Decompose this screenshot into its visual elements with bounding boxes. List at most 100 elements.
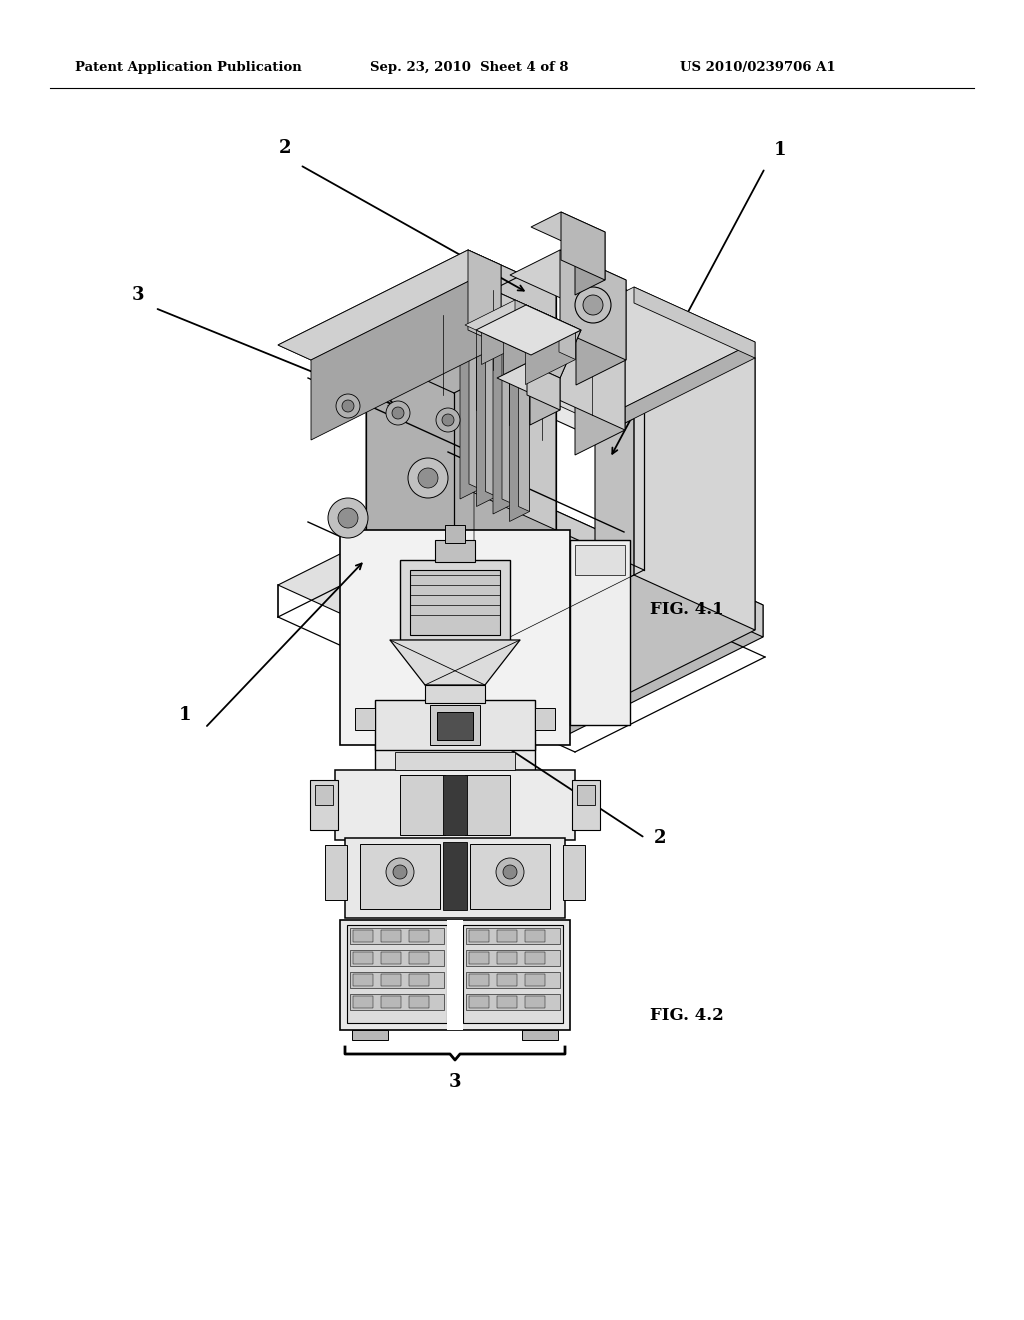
Polygon shape [493, 312, 513, 513]
Text: 2: 2 [279, 139, 291, 157]
Polygon shape [634, 286, 755, 358]
Circle shape [503, 865, 517, 879]
Bar [469, 952, 489, 964]
Bar [395, 752, 515, 770]
Bar [353, 974, 373, 986]
Bar [410, 570, 500, 635]
Bar [445, 525, 465, 543]
Circle shape [336, 393, 360, 418]
Bar [310, 780, 338, 830]
Bar [381, 931, 401, 942]
Polygon shape [482, 285, 625, 430]
Text: 3: 3 [449, 1073, 461, 1092]
Polygon shape [515, 300, 531, 339]
Bar [315, 785, 333, 805]
Polygon shape [634, 304, 755, 630]
Text: FIG. 4.1: FIG. 4.1 [650, 602, 724, 619]
Polygon shape [518, 314, 529, 511]
Bar [525, 952, 545, 964]
Bar [463, 925, 563, 1023]
Polygon shape [526, 305, 581, 378]
Polygon shape [527, 363, 560, 411]
Bar [345, 838, 565, 917]
Bar [466, 994, 560, 1010]
Polygon shape [575, 280, 626, 385]
Polygon shape [482, 308, 513, 322]
Text: 1: 1 [774, 141, 786, 158]
Circle shape [436, 408, 460, 432]
Polygon shape [278, 249, 556, 385]
Circle shape [328, 498, 368, 539]
Bar [469, 931, 489, 942]
Text: US 2010/0239706 A1: US 2010/0239706 A1 [680, 62, 836, 74]
Bar [353, 931, 373, 942]
Bar [350, 928, 444, 944]
Bar [350, 950, 444, 966]
Circle shape [392, 407, 404, 418]
Bar [352, 1030, 388, 1040]
Bar [469, 974, 489, 986]
Polygon shape [390, 640, 520, 685]
Polygon shape [485, 300, 497, 496]
Bar [466, 950, 560, 966]
Polygon shape [553, 605, 763, 742]
Polygon shape [595, 358, 755, 710]
Polygon shape [278, 249, 501, 360]
Bar [430, 705, 480, 744]
Bar [525, 974, 545, 986]
Circle shape [575, 286, 611, 323]
Bar [465, 775, 510, 836]
Bar [572, 780, 600, 830]
Bar [575, 545, 625, 576]
Bar [470, 843, 550, 909]
Bar [353, 952, 373, 964]
Polygon shape [481, 308, 531, 364]
Polygon shape [449, 292, 480, 308]
Polygon shape [278, 480, 763, 710]
Text: Sep. 23, 2010  Sheet 4 of 8: Sep. 23, 2010 Sheet 4 of 8 [370, 62, 568, 74]
Bar [435, 540, 475, 562]
Polygon shape [366, 290, 556, 624]
Polygon shape [488, 480, 763, 638]
Polygon shape [575, 350, 625, 455]
Bar [375, 744, 535, 775]
Polygon shape [537, 310, 554, 350]
Text: 3: 3 [132, 286, 144, 304]
Circle shape [418, 469, 438, 488]
Bar [400, 560, 510, 640]
Bar [525, 931, 545, 942]
Polygon shape [530, 330, 581, 393]
Bar [497, 952, 517, 964]
Bar [447, 920, 463, 1030]
Bar [497, 974, 517, 986]
Polygon shape [561, 213, 605, 280]
Bar [466, 972, 560, 987]
Bar [535, 708, 555, 730]
Polygon shape [474, 304, 755, 438]
Bar [443, 842, 467, 909]
Polygon shape [510, 249, 626, 305]
Bar [437, 711, 473, 741]
Bar [350, 994, 444, 1010]
Bar [443, 775, 467, 836]
Bar [525, 997, 545, 1008]
Circle shape [442, 414, 454, 426]
Circle shape [386, 401, 410, 425]
Bar [497, 997, 517, 1008]
Bar [350, 972, 444, 987]
Polygon shape [504, 318, 554, 375]
Circle shape [393, 865, 407, 879]
Bar [381, 997, 401, 1008]
Bar [570, 540, 630, 725]
Bar [577, 785, 595, 805]
Bar [325, 845, 347, 900]
Polygon shape [530, 378, 560, 425]
Polygon shape [476, 305, 581, 355]
Bar [381, 952, 401, 964]
Bar [466, 928, 560, 944]
Bar [340, 920, 570, 1030]
Bar [497, 931, 517, 942]
Bar [409, 952, 429, 964]
Polygon shape [465, 300, 531, 333]
Bar [335, 770, 575, 840]
